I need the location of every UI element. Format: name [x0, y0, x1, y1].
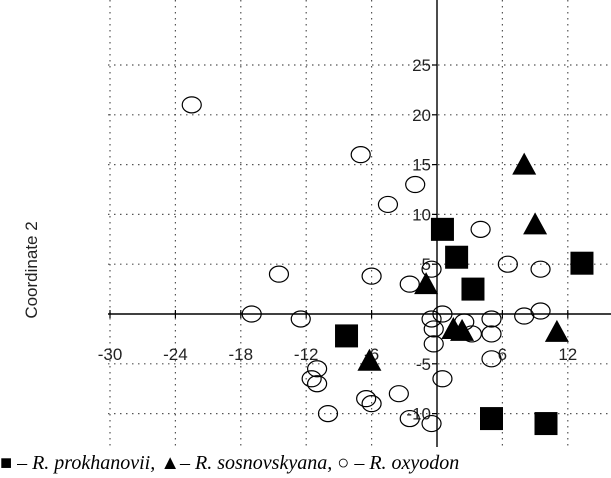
circle-point: [361, 395, 382, 413]
circle-point: [307, 375, 328, 393]
y-tick-label: 15: [412, 156, 431, 175]
circle-point: [405, 175, 426, 194]
circle-point: [307, 360, 328, 378]
circle-point: [388, 385, 409, 403]
triangle-point: [512, 152, 537, 175]
square-legend-icon: ■: [0, 452, 13, 474]
y-tick-label: 5: [422, 255, 431, 274]
square-point: [534, 412, 558, 436]
circle-point: [432, 370, 453, 388]
legend-separator: –: [349, 452, 370, 474]
x-tick-label: 12: [558, 345, 577, 364]
circle-point: [423, 320, 444, 338]
circle-point: [421, 310, 442, 328]
circle-point: [181, 96, 202, 114]
circle-point: [497, 255, 518, 273]
y-tick-label: 20: [412, 106, 431, 125]
circle-point: [268, 265, 290, 283]
circle-point: [350, 146, 371, 164]
x-tick-label: -12: [294, 345, 319, 364]
x-tick-label: -24: [163, 345, 188, 364]
x-tick-label: -18: [229, 345, 254, 364]
circle-point: [399, 275, 420, 293]
circle-point: [421, 260, 442, 278]
circle-legend-icon: ○: [332, 452, 350, 474]
legend-label-prokhanovii: R. prokhanovii,: [32, 452, 156, 474]
legend-label-sosnovskyana: R. sosnovskyana,: [195, 452, 333, 474]
square-point: [461, 277, 485, 301]
circle-point: [421, 414, 442, 433]
circle-point: [317, 405, 339, 423]
square-point: [430, 217, 454, 241]
y-tick-label: 10: [412, 205, 431, 224]
circle-point: [481, 325, 502, 343]
circle-point: [432, 305, 453, 323]
circle-point: [423, 335, 444, 353]
legend-label-oxyodon: R. oxyodon: [369, 452, 460, 474]
x-tick-label: -30: [98, 345, 123, 364]
square-point: [445, 245, 469, 269]
triangle-point: [523, 212, 548, 235]
circle-point: [290, 310, 311, 328]
circle-point: [377, 195, 399, 214]
circle-point: [461, 325, 482, 343]
circle-point: [241, 305, 262, 323]
circle-point: [361, 267, 382, 285]
circle-point: [530, 302, 551, 320]
data-points: [181, 96, 594, 436]
triangle-legend-icon: ▲: [155, 452, 181, 474]
circle-point: [301, 370, 322, 388]
square-point: [570, 251, 594, 275]
circle-point: [356, 390, 377, 408]
triangle-point: [544, 319, 569, 342]
circle-point: [481, 310, 502, 328]
y-tick-label: -5: [416, 355, 431, 374]
circle-point: [481, 350, 502, 368]
circle-point: [470, 220, 491, 238]
circle-point: [530, 260, 551, 278]
square-point: [480, 407, 503, 431]
circle-point: [399, 409, 420, 428]
legend-separator: –: [12, 452, 33, 474]
triangle-point: [414, 272, 439, 295]
y-axis-label: Coordinate 2: [22, 221, 41, 318]
square-point: [335, 324, 359, 348]
x-tick-label: 6: [498, 345, 507, 364]
legend-separator: –: [180, 452, 196, 474]
y-tick-label: 25: [412, 56, 431, 75]
triangle-point: [357, 348, 382, 371]
y-tick-label: -10: [406, 405, 431, 424]
legend-caption: ■ – R. prokhanovii, ▲– R. sosnovskyana, …: [0, 448, 611, 478]
